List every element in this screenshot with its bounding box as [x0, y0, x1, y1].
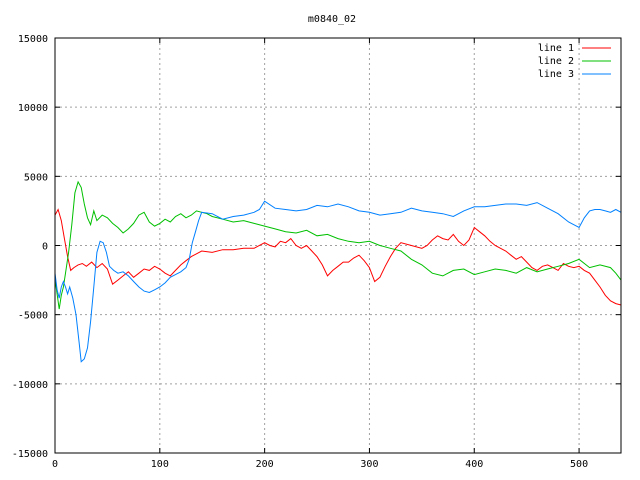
x-tick-label: 0 [52, 459, 58, 470]
series-line-1 [54, 208, 622, 306]
legend: line 1 line 2 line 3 [538, 43, 611, 80]
y-tick-label: -5000 [18, 311, 48, 322]
legend-label: line 1 [538, 43, 574, 54]
x-tick-label: 500 [570, 459, 588, 470]
x-tick-label: 100 [151, 459, 169, 470]
y-tick-label: 15000 [18, 34, 48, 45]
x-tick-label: 300 [360, 459, 378, 470]
axis-ticks: 0 100 200 300 400 500 -15000 -10000 -5000 0 5000 10… [12, 34, 621, 470]
series-line-3 [54, 200, 622, 363]
series-layer [54, 180, 622, 363]
y-tick-label: 0 [42, 242, 48, 253]
series-line-2 [54, 180, 622, 310]
y-tick-label: -15000 [12, 449, 48, 460]
legend-label: line 3 [538, 69, 574, 80]
y-tick-label: 5000 [24, 172, 48, 183]
chart-title: m0840_02 [308, 14, 356, 25]
x-tick-label: 400 [465, 459, 483, 470]
legend-label: line 2 [538, 56, 574, 67]
grid [55, 38, 621, 453]
y-tick-label: -10000 [12, 380, 48, 391]
y-tick-label: 10000 [18, 103, 48, 114]
x-tick-label: 200 [256, 459, 274, 470]
